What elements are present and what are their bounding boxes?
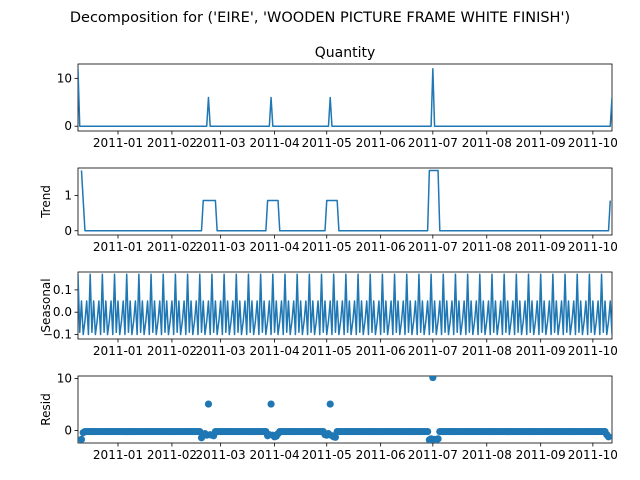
resid-point xyxy=(434,435,442,443)
y-tick-label: 10 xyxy=(57,372,72,386)
x-tick-label: 2011-02 xyxy=(147,344,197,358)
x-tick-label: 2011-01 xyxy=(93,240,143,254)
plot-frame xyxy=(77,167,613,236)
x-tick-label: 2011-05 xyxy=(302,240,352,254)
series-line xyxy=(78,68,612,127)
x-tick-label: 2011-06 xyxy=(356,136,406,150)
x-tick-label: 2011-01 xyxy=(93,136,143,150)
x-tick-label: 2011-04 xyxy=(249,240,299,254)
x-tick-label: 2011-04 xyxy=(249,344,299,358)
plot-area xyxy=(80,169,612,232)
y-tick-label: 0.1 xyxy=(53,283,72,297)
x-tick-label: 2011-09 xyxy=(516,136,566,150)
x-tick-label: 2011-07 xyxy=(408,240,458,254)
x-tick-label: 2011-10 xyxy=(568,240,618,254)
y-axis-label: Resid xyxy=(39,393,53,425)
y-tick-label: 0 xyxy=(64,119,72,133)
plot-area xyxy=(78,376,612,443)
x-tick-label: 2011-03 xyxy=(196,344,246,358)
resid-point xyxy=(331,433,340,441)
y-tick-label: 0.0 xyxy=(53,305,72,319)
x-tick-label: 2011-10 xyxy=(568,136,618,150)
plot-area xyxy=(78,68,612,127)
x-tick-label: 2011-08 xyxy=(462,448,512,462)
y-tick-label: −0.1 xyxy=(43,328,72,342)
series-line xyxy=(78,273,612,336)
figure-title: Decomposition for ('EIRE', 'WOODEN PICTU… xyxy=(70,10,570,26)
x-tick-label: 2011-09 xyxy=(516,448,566,462)
resid-point xyxy=(429,376,437,382)
x-tick-label: 2011-05 xyxy=(302,344,352,358)
x-tick-label: 2011-01 xyxy=(93,448,143,462)
resid-point xyxy=(424,427,432,436)
series-line xyxy=(80,169,612,232)
x-tick-label: 2011-10 xyxy=(568,344,618,358)
resid-point xyxy=(604,433,612,441)
plot-frame xyxy=(77,375,613,444)
y-tick-label: 1 xyxy=(64,189,72,203)
y-axis-label: Trend xyxy=(39,185,53,219)
x-tick-label: 2011-02 xyxy=(147,448,197,462)
x-tick-label: 2011-09 xyxy=(516,344,566,358)
x-tick-label: 2011-03 xyxy=(196,136,246,150)
plot-area xyxy=(78,273,612,336)
resid-point xyxy=(78,435,86,443)
x-tick-label: 2011-05 xyxy=(302,136,352,150)
panel-title: Quantity xyxy=(315,45,376,61)
resid-point xyxy=(204,400,213,408)
plot-frame xyxy=(77,271,613,340)
x-tick-label: 2011-02 xyxy=(147,136,197,150)
x-tick-label: 2011-02 xyxy=(147,240,197,254)
x-tick-label: 2011-04 xyxy=(249,448,299,462)
x-tick-label: 2011-07 xyxy=(408,136,458,150)
resid-point xyxy=(267,400,275,408)
plot-frame xyxy=(77,63,613,132)
x-tick-label: 2011-03 xyxy=(196,448,246,462)
x-tick-label: 2011-06 xyxy=(356,448,406,462)
x-tick-label: 2011-08 xyxy=(462,344,512,358)
y-tick-label: 10 xyxy=(57,71,72,85)
x-tick-label: 2011-04 xyxy=(249,136,299,150)
x-tick-label: 2011-09 xyxy=(516,240,566,254)
y-tick-label: 0 xyxy=(64,424,72,438)
y-axis-label: Seasonal xyxy=(39,278,53,332)
x-tick-label: 2011-07 xyxy=(408,448,458,462)
x-tick-label: 2011-03 xyxy=(196,240,246,254)
x-tick-label: 2011-01 xyxy=(93,344,143,358)
x-tick-label: 2011-10 xyxy=(568,448,618,462)
resid-point xyxy=(326,400,334,408)
x-tick-label: 2011-06 xyxy=(356,344,406,358)
x-tick-label: 2011-07 xyxy=(408,344,458,358)
x-tick-label: 2011-08 xyxy=(462,136,512,150)
y-tick-label: 0 xyxy=(64,224,72,238)
x-tick-label: 2011-05 xyxy=(302,448,352,462)
x-tick-label: 2011-06 xyxy=(356,240,406,254)
x-tick-label: 2011-08 xyxy=(462,240,512,254)
